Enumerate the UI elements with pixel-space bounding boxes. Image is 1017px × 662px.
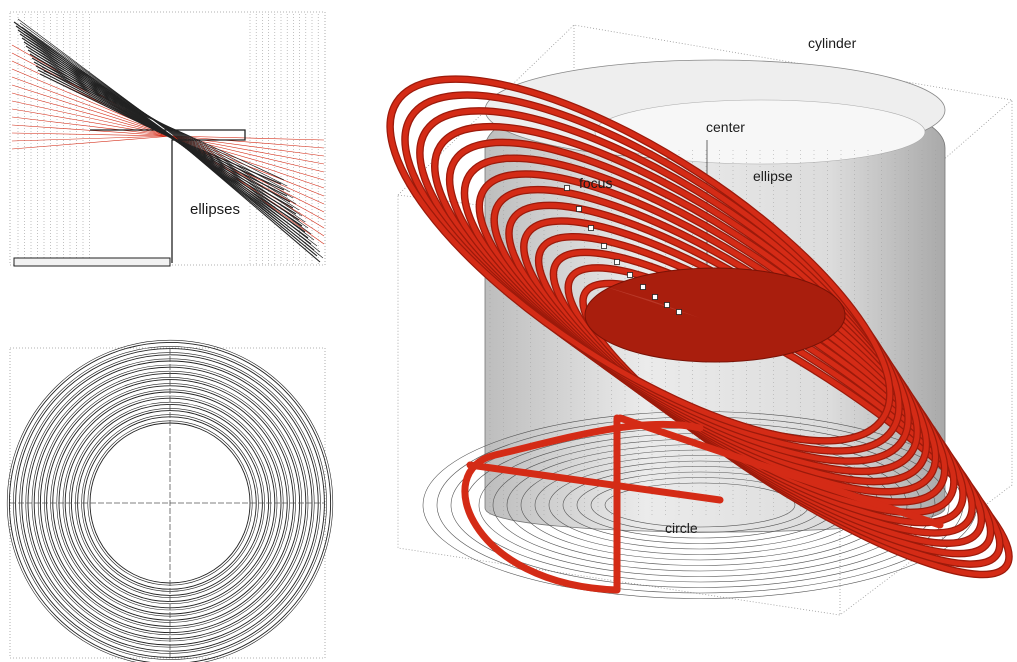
base-ring xyxy=(604,482,796,528)
side-view-panel: ellipses xyxy=(9,11,326,267)
side-view-frame xyxy=(9,11,326,266)
side-ellipse-stroke xyxy=(21,26,318,247)
focus-marker xyxy=(564,185,570,191)
focus-marker xyxy=(576,206,582,212)
side-red-line xyxy=(11,135,173,142)
ellipse-label: ellipse xyxy=(753,168,793,184)
side-red-line xyxy=(11,108,173,137)
focus-marker xyxy=(676,309,682,315)
side-ellipse-stroke xyxy=(23,30,315,241)
base-red-frame xyxy=(461,414,944,594)
side-ellipse-stroke xyxy=(29,42,306,223)
side-ellipse-stroke xyxy=(13,21,321,263)
side-red-line xyxy=(11,92,173,137)
side-red-line xyxy=(11,116,173,137)
cylinder-top-inner xyxy=(594,99,926,165)
focus-cone xyxy=(600,285,700,318)
side-red-line xyxy=(171,135,325,149)
focus-marker xyxy=(664,302,670,308)
red-ellipse-tube xyxy=(387,76,893,444)
top-view-circle xyxy=(6,339,334,662)
perspective-panel: cylinder center ellipse focus circle xyxy=(386,24,1013,616)
side-view-cylinder-outline xyxy=(90,129,246,263)
side-ellipse-stroke xyxy=(41,66,288,187)
focus-label: focus xyxy=(579,175,612,191)
circle-label: circle xyxy=(665,520,698,536)
side-ellipse-stroke xyxy=(27,38,309,229)
center-label: center xyxy=(706,119,745,135)
top-view-panel xyxy=(6,339,334,662)
side-red-line xyxy=(11,84,173,137)
focus-markers xyxy=(564,185,682,315)
side-view-base-ring xyxy=(13,257,171,267)
red-ellipse-tubes xyxy=(386,75,1013,579)
side-red-line xyxy=(171,135,325,181)
focus-marker xyxy=(627,272,633,278)
side-ellipse-stroke xyxy=(31,46,303,217)
side-ellipse-stroke xyxy=(43,70,285,181)
top-view-circle xyxy=(8,341,332,662)
side-view-dotted-lines xyxy=(17,14,319,264)
side-red-line xyxy=(11,76,173,137)
side-ellipse-stroke xyxy=(25,34,312,235)
focus-marker xyxy=(652,294,658,300)
side-red-line xyxy=(171,135,325,157)
side-red-line xyxy=(11,132,173,137)
side-red-line xyxy=(171,135,325,141)
ellipses-label: ellipses xyxy=(190,201,240,218)
focus-marker xyxy=(601,243,607,249)
cylinder-label: cylinder xyxy=(808,35,857,51)
side-ellipse-stroke xyxy=(39,73,282,185)
focus-marker xyxy=(614,259,620,265)
side-red-line xyxy=(11,135,173,150)
focus-marker xyxy=(640,284,646,290)
side-ellipse-stroke xyxy=(33,50,300,211)
side-view-ellipses xyxy=(13,18,324,263)
focus-marker xyxy=(588,225,594,231)
inner-ellipse-disc xyxy=(584,267,846,363)
